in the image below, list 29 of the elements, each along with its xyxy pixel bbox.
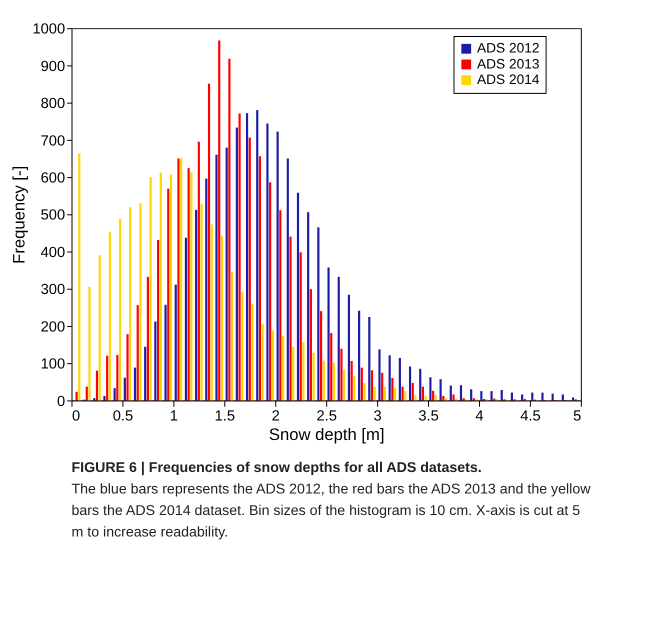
x-tick-label: 5	[573, 408, 582, 424]
x-tick-label: 0	[72, 408, 80, 424]
x-axis-title: Snow depth [m]	[268, 425, 384, 444]
x-tick-label: 2.5	[316, 408, 337, 424]
y-tick-label: 500	[40, 208, 66, 224]
x-tick-label: 1.5	[214, 408, 236, 424]
legend-label: ADS 2013	[477, 56, 540, 72]
x-tick-label: 4.5	[520, 408, 541, 424]
y-axis-title: Frequency [-]	[10, 166, 29, 264]
y-tick-label: 300	[40, 282, 66, 298]
x-tick-label: 2	[272, 408, 280, 424]
legend-label: ADS 2012	[477, 40, 540, 56]
x-tick-label: 4	[475, 408, 484, 424]
x-tick-label: 1	[170, 408, 178, 424]
y-tick-label: 700	[40, 133, 66, 150]
y-tick-label: 600	[40, 170, 66, 186]
y-tick-label: 0	[56, 394, 66, 410]
y-tick-label: 200	[40, 319, 66, 336]
legend-label: ADS 2014	[477, 72, 540, 88]
y-tick-label: 1000	[32, 22, 66, 38]
x-tick-label: 3.5	[418, 408, 439, 424]
y-tick-label: 800	[40, 96, 66, 112]
y-tick-label: 100	[40, 356, 66, 373]
x-tick-label: 3	[374, 408, 382, 424]
y-tick-label: 400	[40, 244, 66, 261]
text: The blue bars represents the ADS 2012, the red bars the ADS 2013 and the yellow bars the ADS 2014 dataset. Bin sizes of the histogram is 10 cm. X-axis is cut at 5 m to increase readability.	[72, 481, 592, 541]
y-tick-label: 900	[40, 58, 66, 75]
caption: FIGURE 6 | Frequencies of snow depths for all ADS datasets.	[72, 460, 482, 476]
x-tick-label: 0.5	[112, 408, 134, 424]
